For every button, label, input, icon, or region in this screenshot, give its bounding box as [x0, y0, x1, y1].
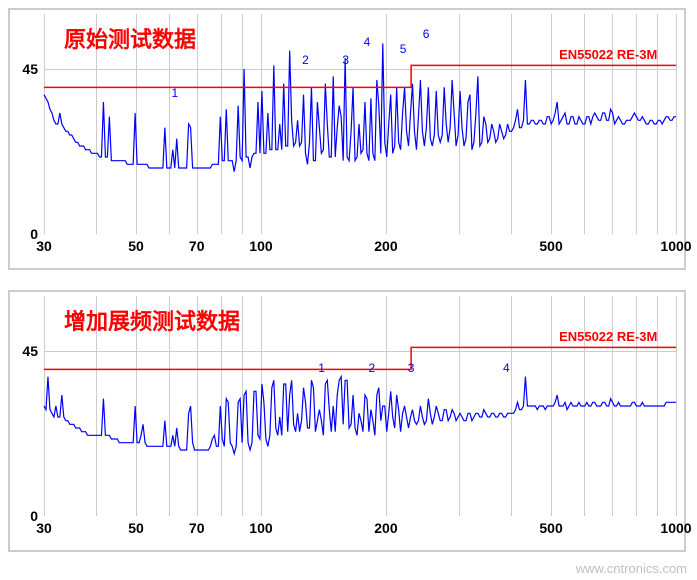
emission-trace — [44, 43, 676, 171]
peak-label: 5 — [400, 42, 407, 56]
x-tick-label: 50 — [128, 520, 144, 536]
x-tick-label: 500 — [539, 238, 562, 254]
gridline-v — [676, 296, 677, 516]
gridline-v — [676, 14, 677, 234]
chart-title: 原始测试数据 — [64, 22, 196, 54]
plot-area: EN55022 RE-3M增加展频测试数据1234045305070100200… — [44, 296, 676, 516]
y-tick-label: 45 — [22, 343, 38, 359]
x-tick-label: 100 — [249, 520, 272, 536]
x-tick-label: 70 — [189, 520, 205, 536]
peak-label: 2 — [369, 361, 376, 375]
limit-label: EN55022 RE-3M — [559, 47, 657, 62]
x-tick-label: 500 — [539, 520, 562, 536]
peak-label: 4 — [503, 361, 510, 375]
peak-label: 3 — [408, 361, 415, 375]
limit-line — [44, 347, 676, 369]
x-tick-label: 200 — [374, 238, 397, 254]
x-tick-label: 1000 — [660, 520, 691, 536]
peak-label: 1 — [171, 86, 178, 100]
x-tick-label: 70 — [189, 238, 205, 254]
emission-trace — [44, 377, 676, 454]
peak-label: 3 — [342, 53, 349, 67]
chart-top: EN55022 RE-3M原始测试数据123456045305070100200… — [8, 8, 686, 270]
watermark-text: www.cntronics.com — [576, 561, 687, 576]
chart-title: 增加展频测试数据 — [64, 304, 240, 336]
peak-label: 6 — [423, 27, 430, 41]
x-tick-label: 100 — [249, 238, 272, 254]
x-tick-label: 50 — [128, 238, 144, 254]
x-tick-label: 30 — [36, 520, 52, 536]
peak-label: 1 — [318, 361, 325, 375]
peak-label: 4 — [364, 35, 371, 49]
limit-line — [44, 65, 676, 87]
y-tick-label: 45 — [22, 61, 38, 77]
x-tick-label: 1000 — [660, 238, 691, 254]
limit-label: EN55022 RE-3M — [559, 329, 657, 344]
chart-bottom: EN55022 RE-3M增加展频测试数据1234045305070100200… — [8, 290, 686, 552]
peak-label: 2 — [302, 53, 309, 67]
x-tick-label: 200 — [374, 520, 397, 536]
plot-area: EN55022 RE-3M原始测试数据123456045305070100200… — [44, 14, 676, 234]
x-tick-label: 30 — [36, 238, 52, 254]
